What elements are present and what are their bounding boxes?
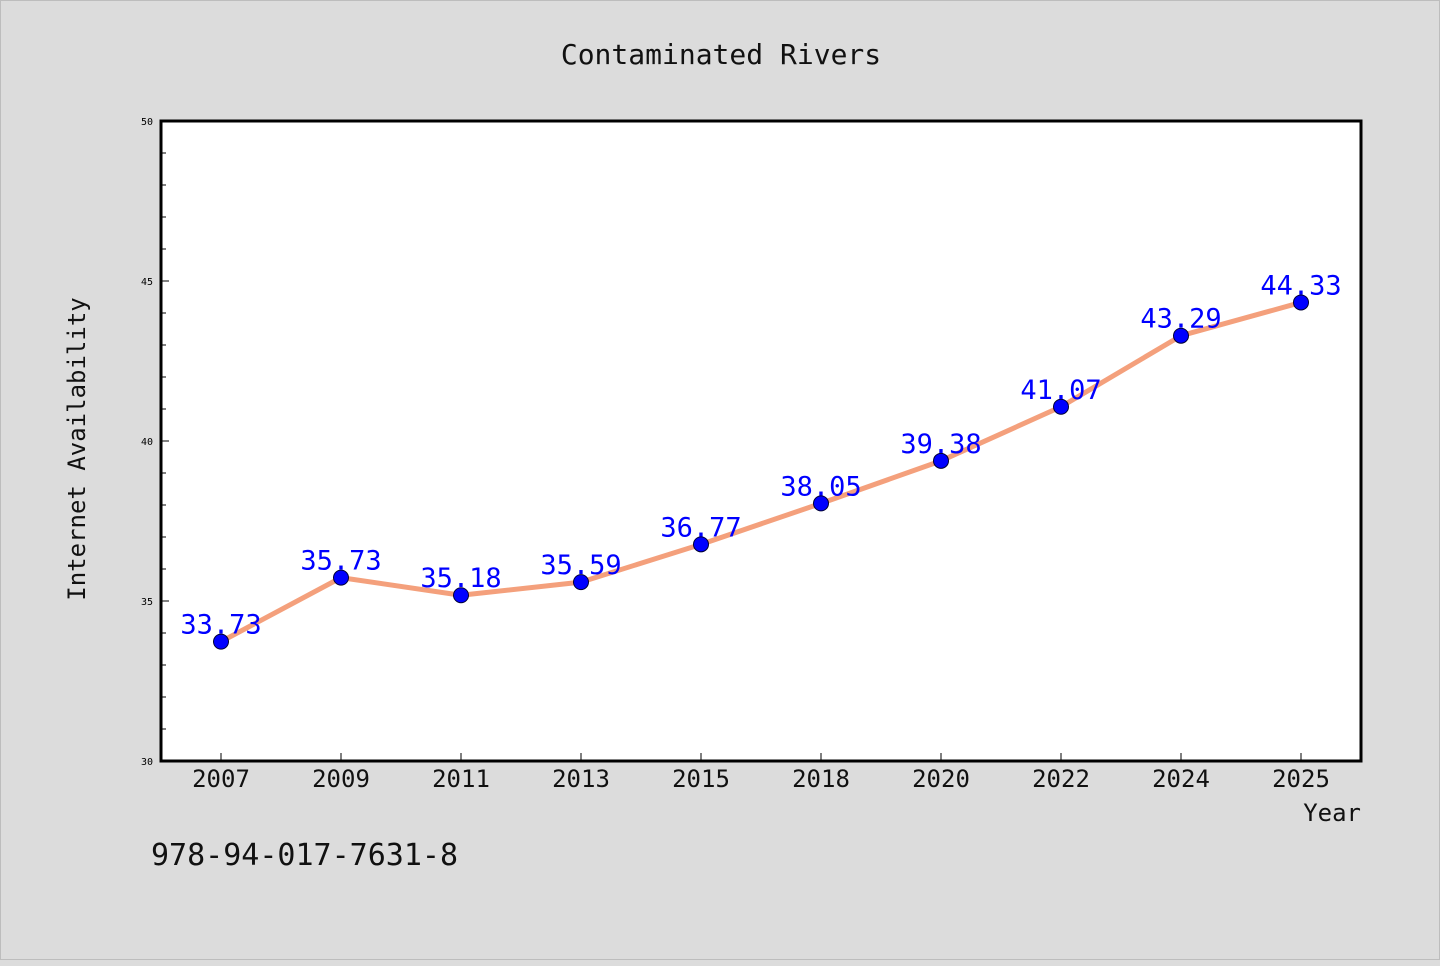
- data-label: 39.38: [900, 429, 981, 460]
- data-point: [213, 633, 229, 650]
- x-tick-label: 2024: [1152, 765, 1210, 793]
- x-tick-label: 2015: [672, 765, 730, 793]
- x-tick-label: 2022: [1032, 765, 1090, 793]
- y-tick-label: 50: [141, 117, 153, 128]
- data-point: [813, 495, 829, 512]
- isbn-text: 978-94-017-7631-8: [151, 838, 458, 873]
- data-point: [573, 574, 589, 591]
- data-label: 35.59: [540, 550, 621, 581]
- x-tick-label: 2025: [1272, 765, 1330, 793]
- data-point: [693, 536, 709, 553]
- y-axis-label: Internet Availability: [63, 297, 91, 600]
- x-tick-label: 2007: [192, 765, 250, 793]
- data-point: [933, 452, 949, 469]
- x-tick-label: 2011: [432, 765, 490, 793]
- data-point: [1173, 327, 1189, 344]
- x-tick-label: 2018: [792, 765, 850, 793]
- x-tick-label: 2009: [312, 765, 370, 793]
- x-axis-label: Year: [1303, 799, 1361, 827]
- x-tick-label: 2020: [912, 765, 970, 793]
- data-label: 43.29: [1140, 304, 1221, 335]
- plot-frame: [159, 119, 1363, 763]
- x-tick-label: 2013: [552, 765, 610, 793]
- y-tick-label: 40: [141, 437, 153, 448]
- data-point: [453, 587, 469, 604]
- plot-area: 30 35 40 45 50 2007 2009 2011 2013 2015 2018 2020 20…: [141, 117, 1363, 793]
- y-tick-label: 45: [141, 277, 153, 288]
- data-label: 33.73: [180, 610, 261, 641]
- y-tick-label: 35: [141, 597, 153, 608]
- y-tick-label: 30: [141, 757, 153, 768]
- data-point: [1293, 294, 1309, 311]
- chart-title: Contaminated Rivers: [561, 38, 881, 71]
- plot-background: [161, 121, 1361, 761]
- data-point: [333, 569, 349, 586]
- data-point: [1053, 398, 1069, 415]
- data-label: 36.77: [660, 512, 741, 543]
- data-label: 44.33: [1260, 270, 1341, 301]
- data-label: 41.07: [1020, 375, 1101, 406]
- series-line: [218, 299, 1304, 645]
- data-label: 35.18: [420, 563, 501, 594]
- data-label: 35.73: [300, 546, 381, 577]
- data-label: 38.05: [780, 471, 861, 502]
